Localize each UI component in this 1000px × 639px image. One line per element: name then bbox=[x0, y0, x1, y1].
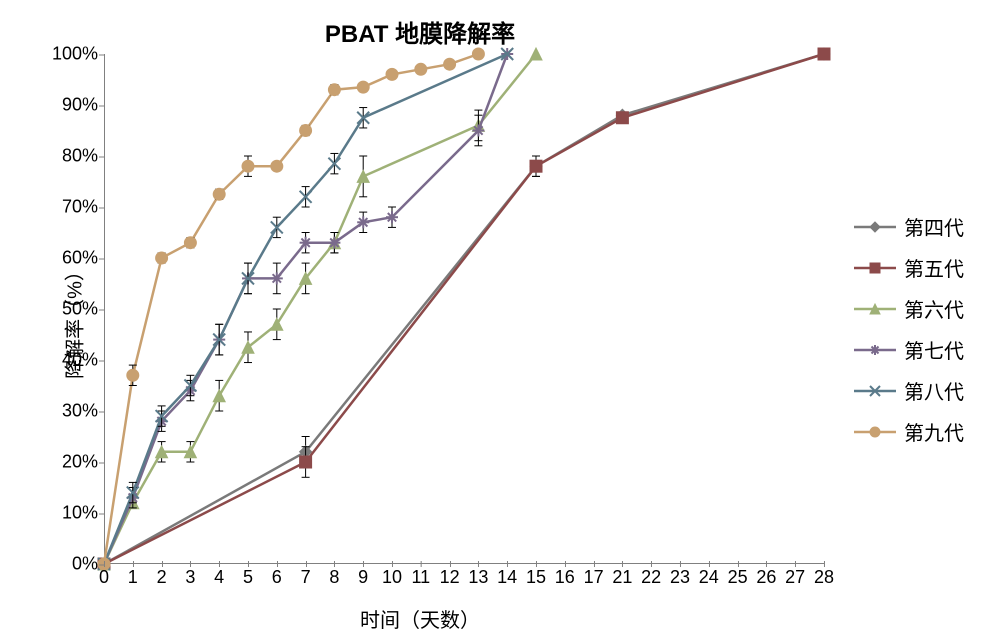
x-tick: 1 bbox=[128, 567, 138, 588]
y-tick: 20% bbox=[48, 452, 98, 473]
x-tick: 22 bbox=[641, 567, 661, 588]
y-tick: 90% bbox=[48, 95, 98, 116]
x-tick: 11 bbox=[411, 567, 430, 588]
legend-item-gen4: 第四代 bbox=[854, 212, 994, 241]
y-tick: 60% bbox=[48, 248, 98, 269]
x-tick: 2 bbox=[157, 567, 167, 588]
chart-title: PBAT 地膜降解率 bbox=[0, 14, 840, 49]
x-tick: 27 bbox=[785, 567, 805, 588]
series-gen4 bbox=[98, 48, 830, 570]
x-tick: 21 bbox=[612, 567, 632, 588]
x-tick: 23 bbox=[670, 567, 690, 588]
y-tick: 80% bbox=[48, 146, 98, 167]
legend: 第四代第五代第六代第七代第八代第九代 bbox=[854, 200, 994, 458]
x-tick: 0 bbox=[99, 567, 109, 588]
x-tick: 4 bbox=[214, 567, 224, 588]
x-tick: 15 bbox=[526, 567, 546, 588]
x-tick: 25 bbox=[728, 567, 748, 588]
legend-item-gen6: 第六代 bbox=[854, 294, 994, 323]
plot-area: 0%10%20%30%40%50%60%70%80%90%100%0123456… bbox=[104, 54, 824, 564]
x-tick: 26 bbox=[756, 567, 776, 588]
y-tick: 10% bbox=[48, 503, 98, 524]
x-tick: 14 bbox=[497, 567, 517, 588]
y-tick: 100% bbox=[48, 44, 98, 65]
legend-item-gen5: 第五代 bbox=[854, 253, 994, 282]
x-tick: 9 bbox=[358, 567, 368, 588]
x-tick: 24 bbox=[699, 567, 719, 588]
x-axis-label: 时间（天数） bbox=[0, 604, 840, 633]
legend-item-gen7: 第七代 bbox=[854, 335, 994, 364]
y-tick: 50% bbox=[48, 299, 98, 320]
chart-container: PBAT 地膜降解率 降解率（%） 时间（天数） 0%10%20%30%40%5… bbox=[0, 0, 1000, 639]
x-tick: 7 bbox=[301, 567, 311, 588]
x-tick: 13 bbox=[468, 567, 488, 588]
x-tick: 5 bbox=[243, 567, 253, 588]
legend-label: 第九代 bbox=[904, 417, 964, 446]
legend-label: 第七代 bbox=[904, 335, 964, 364]
x-tick: 12 bbox=[440, 567, 460, 588]
legend-item-gen8: 第八代 bbox=[854, 376, 994, 405]
y-tick: 0% bbox=[48, 554, 98, 575]
x-tick: 3 bbox=[185, 567, 195, 588]
legend-label: 第五代 bbox=[904, 253, 964, 282]
legend-item-gen9: 第九代 bbox=[854, 417, 994, 446]
x-tick: 10 bbox=[382, 567, 402, 588]
legend-label: 第六代 bbox=[904, 294, 964, 323]
plot-svg bbox=[104, 54, 824, 564]
series-gen9 bbox=[98, 48, 484, 570]
legend-label: 第八代 bbox=[904, 376, 964, 405]
y-tick: 70% bbox=[48, 197, 98, 218]
x-tick: 17 bbox=[584, 567, 604, 588]
legend-label: 第四代 bbox=[904, 212, 964, 241]
x-tick: 6 bbox=[272, 567, 282, 588]
x-tick: 8 bbox=[329, 567, 339, 588]
x-tick: 16 bbox=[555, 567, 575, 588]
series-gen5 bbox=[98, 48, 830, 570]
y-tick: 40% bbox=[48, 350, 98, 371]
x-tick: 28 bbox=[814, 567, 834, 588]
y-tick: 30% bbox=[48, 401, 98, 422]
